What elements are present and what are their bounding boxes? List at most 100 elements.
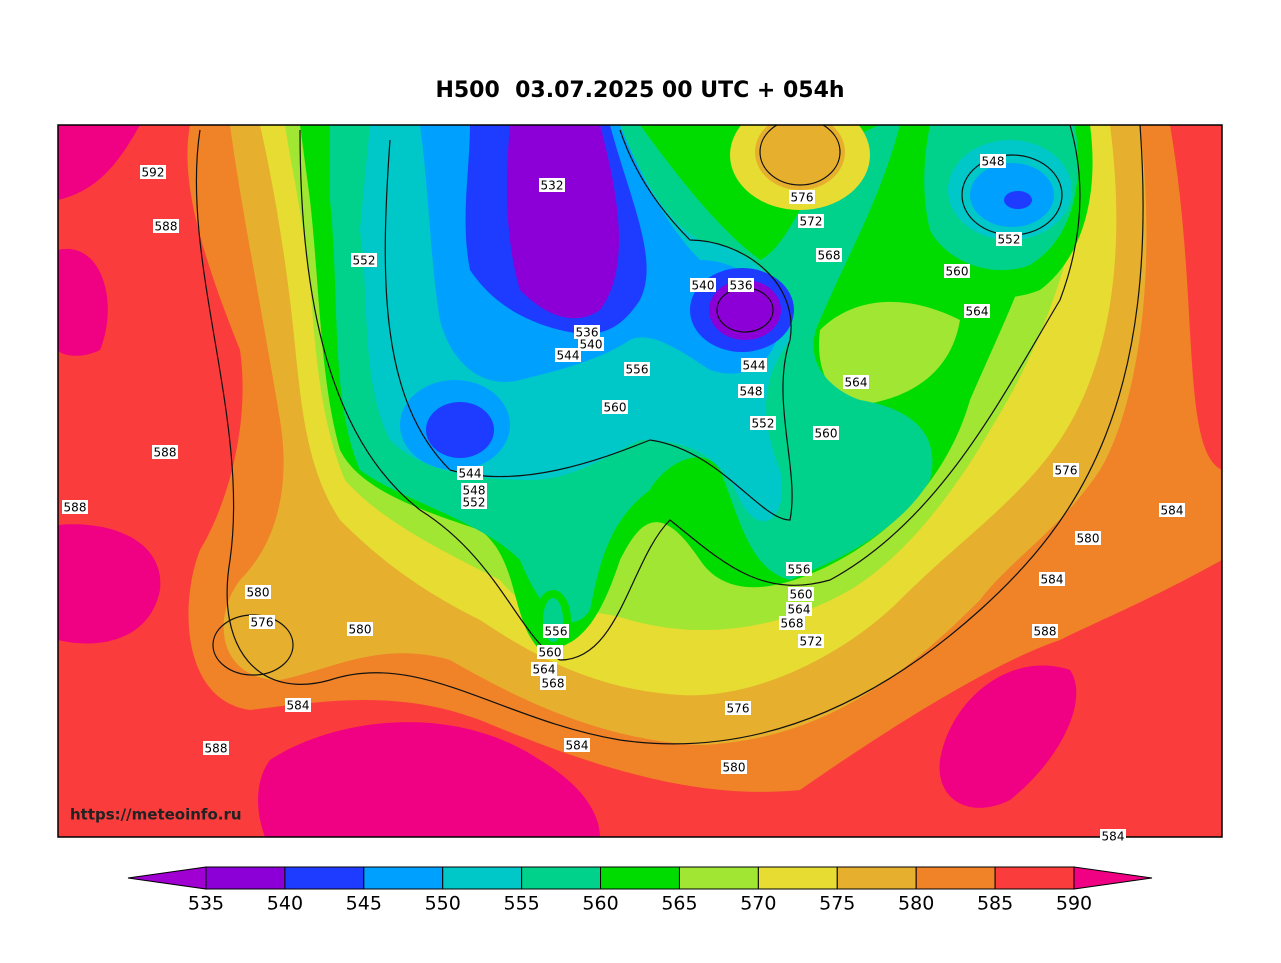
label-box [843, 375, 869, 389]
contour-label: 564 [533, 663, 556, 677]
map-frame [57, 124, 1223, 838]
contour-line [195, 125, 1144, 745]
label-box [980, 154, 1006, 168]
label-box [574, 325, 600, 339]
label-box [347, 622, 373, 636]
contour-label: 564 [845, 376, 868, 390]
contour-label: 576 [727, 702, 750, 716]
contour-label: 556 [545, 625, 568, 639]
contour-label: 552 [998, 233, 1021, 247]
colorbar-tick-label: 575 [819, 893, 855, 915]
contour-label: 556 [788, 563, 811, 577]
contour-label: 588 [64, 501, 87, 515]
contour-label: 560 [539, 646, 562, 660]
fill-area [58, 125, 140, 200]
colorbar-segment [757, 866, 838, 890]
contour-label: 576 [791, 191, 814, 205]
label-box [602, 400, 628, 414]
colorbar-segment [442, 866, 523, 890]
contour-line [759, 125, 841, 186]
contour-label: 556 [626, 363, 649, 377]
contour-label: 532 [541, 179, 564, 193]
colorbar-tick-label: 540 [267, 893, 303, 915]
contour-label: 588 [1034, 625, 1057, 639]
colorbar-segment [284, 866, 365, 890]
contour-label: 584 [1161, 504, 1184, 518]
colorbar-tick-label: 555 [504, 893, 540, 915]
fill-area [258, 722, 600, 837]
label-box [964, 304, 990, 318]
colorbar: 535 540 545 550 555 560 565 570 575 580 585 590 [127, 866, 1153, 915]
contour-label: 568 [818, 249, 841, 263]
colorbar-segment [521, 866, 602, 890]
contour-label: 584 [287, 699, 310, 713]
contour-label: 568 [542, 677, 565, 691]
contour-label: 540 [580, 338, 603, 352]
colorbar-tick-label: 580 [898, 893, 934, 915]
colorbar-tick-label: 545 [346, 893, 382, 915]
contour-label: 572 [800, 215, 823, 229]
fill-area [58, 524, 161, 644]
contour-label: 560 [790, 588, 813, 602]
label-box [725, 701, 751, 715]
colorbar-extend [1073, 866, 1153, 890]
label-box [351, 253, 377, 267]
label-box [578, 337, 604, 351]
label-box [813, 426, 839, 440]
label-box [779, 616, 805, 630]
contour-label: 544 [557, 349, 580, 363]
colorbar-segment [600, 866, 680, 890]
label-box [786, 602, 812, 616]
label-box [539, 178, 565, 192]
contour-label: 560 [815, 427, 838, 441]
fill-area [709, 280, 781, 340]
contour-line [299, 125, 1081, 661]
contour-label: 560 [604, 401, 627, 415]
contour-label: 580 [349, 623, 372, 637]
label-box [1053, 463, 1079, 477]
label-box [543, 624, 569, 638]
label-box [537, 645, 563, 659]
label-box [285, 698, 311, 712]
label-box [531, 662, 557, 676]
label-box [798, 214, 824, 228]
contour-label: 576 [1055, 464, 1078, 478]
label-box [786, 562, 812, 576]
contour-label: 580 [723, 761, 746, 775]
fill-area [939, 665, 1077, 808]
contour-label: 572 [800, 635, 823, 649]
label-box [728, 278, 754, 292]
label-box [788, 587, 814, 601]
contour-label: 536 [730, 279, 753, 293]
label-box [461, 495, 487, 509]
contour-label: 564 [966, 305, 989, 319]
label-box [738, 384, 764, 398]
fill-area [755, 125, 845, 190]
colorbar-segment [994, 866, 1075, 890]
contour-label: 580 [1077, 532, 1100, 546]
contour-label: 580 [247, 586, 270, 600]
contour-line [384, 129, 793, 521]
label-box [721, 760, 747, 774]
label-box [203, 741, 229, 755]
fill-area [58, 248, 108, 356]
contour-lines [195, 125, 1144, 745]
contour-label: 548 [740, 385, 763, 399]
contour-label: 552 [463, 496, 486, 510]
label-box [750, 416, 776, 430]
label-box [741, 358, 767, 372]
label-box [249, 615, 275, 629]
label-box [798, 634, 824, 648]
label-box [140, 165, 166, 179]
label-box [457, 466, 483, 480]
contour-label: 584 [1102, 830, 1125, 844]
colorbar-segment [205, 866, 286, 890]
colorbar-extend [127, 866, 207, 890]
contour-label: 576 [251, 616, 274, 630]
colorbar-tick-label: 590 [1056, 893, 1092, 915]
contour-label: 536 [576, 326, 599, 340]
fill-area [1004, 191, 1032, 209]
contour-label: 552 [752, 417, 775, 431]
contour-label: 568 [781, 617, 804, 631]
